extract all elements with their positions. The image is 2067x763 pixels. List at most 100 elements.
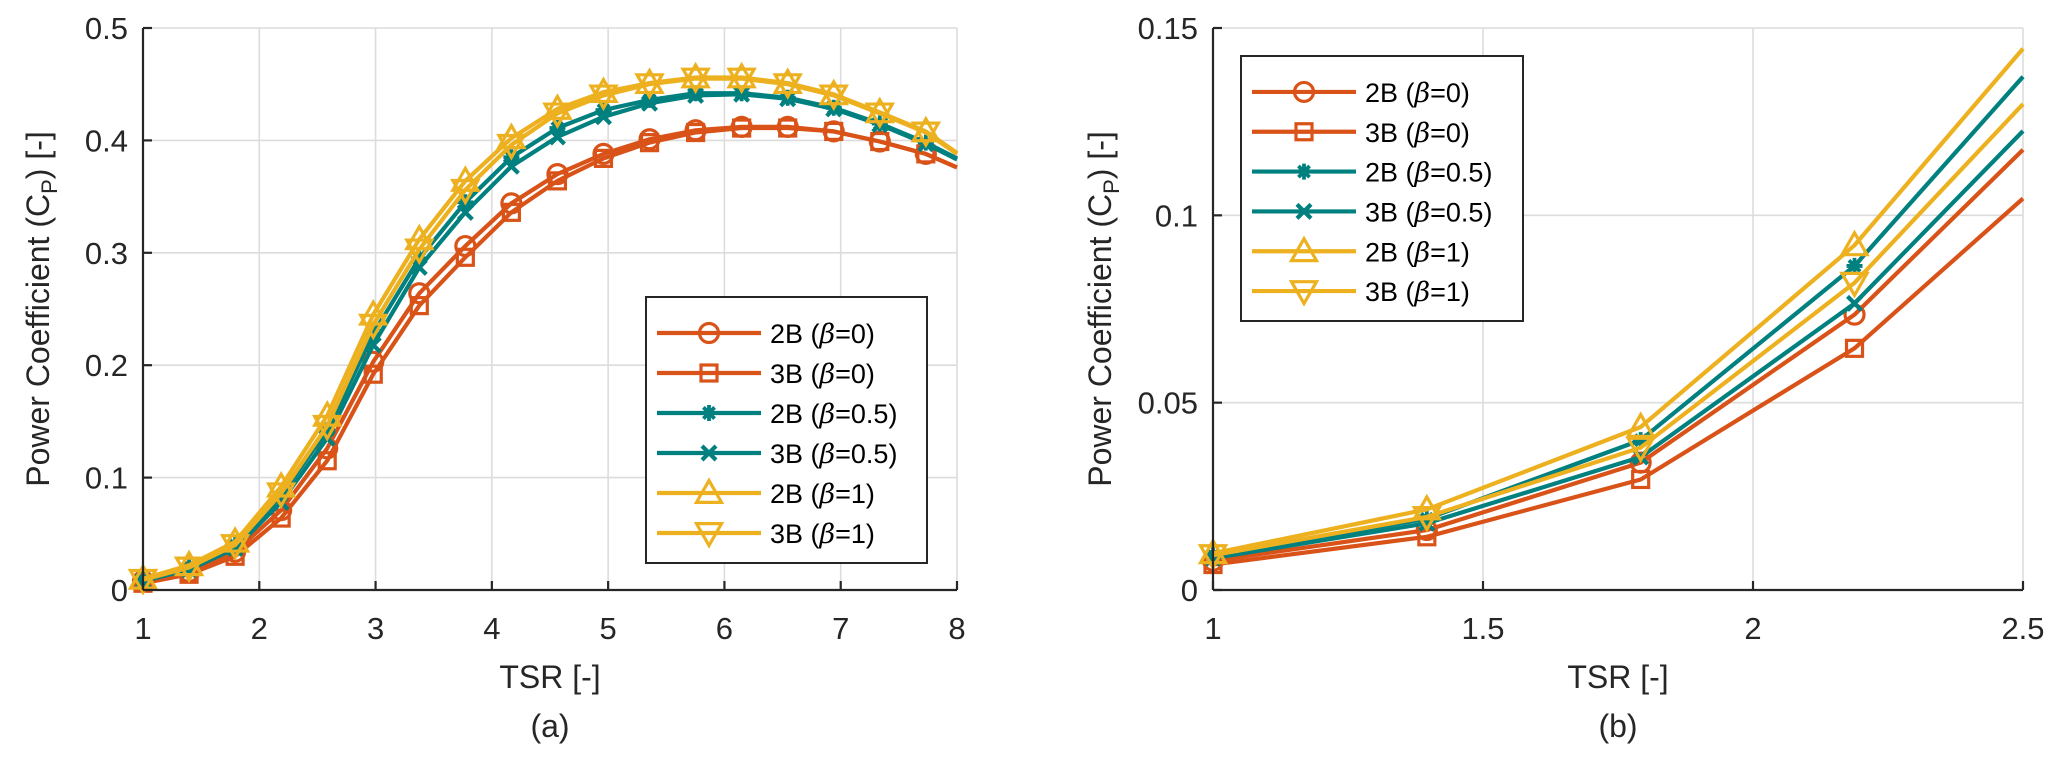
x-tick-label: 4	[483, 611, 500, 646]
legend-label: 2B (β=0.5)	[1365, 158, 1492, 189]
legend-label-symbol: β	[1414, 158, 1431, 189]
legend-marker-asterisk-icon	[701, 405, 717, 421]
data-point	[542, 102, 573, 130]
legend-label-suffix: =0.5)	[835, 439, 897, 469]
series-line	[1212, 47, 2025, 556]
legend-label-symbol: β	[819, 479, 836, 510]
data-point	[319, 422, 336, 439]
y-tick-label: 0.4	[85, 123, 128, 158]
legend-item: 2B (β=0)	[657, 319, 875, 350]
data-point	[1846, 294, 1864, 312]
series-line	[142, 76, 959, 582]
legend-item: 2B (β=0.5)	[657, 399, 897, 430]
x-tick-label: 6	[716, 611, 733, 646]
legend-label: 2B (β=0)	[770, 319, 875, 350]
y-tick-label: 0	[1181, 573, 1198, 608]
data-point	[311, 414, 343, 442]
legend-label: 2B (β=0.5)	[770, 399, 897, 430]
data-point	[271, 508, 291, 528]
legend-label-prefix: 3B (	[770, 519, 820, 549]
x-tick-label: 1	[1204, 611, 1221, 646]
legend-marker-triangle-up-icon	[693, 477, 725, 504]
legend-label: 2B (β=1)	[770, 479, 875, 510]
legend-label-prefix: 3B (	[770, 359, 820, 389]
legend-marker-square-icon	[1294, 122, 1314, 142]
y-tick-label: 0.15	[1138, 11, 1198, 46]
legend-item: 2B (β=0.5)	[1252, 158, 1492, 189]
data-point	[824, 121, 844, 142]
data-point	[726, 61, 757, 89]
x-tick-label: 5	[600, 611, 617, 646]
legend-marker-circle-icon	[1292, 80, 1316, 104]
data-point	[404, 238, 435, 266]
legend-marker-triangle-up-icon	[1288, 235, 1320, 263]
data-point	[455, 247, 475, 267]
legend-label-prefix: 2B (	[770, 319, 820, 349]
y-tick-label: 0	[111, 573, 128, 608]
legend-label-prefix: 2B (	[770, 479, 820, 509]
y-tick-label: 0.5	[85, 11, 128, 46]
x-tick-label: 7	[832, 611, 849, 646]
data-point	[456, 203, 474, 221]
data-point	[818, 84, 849, 112]
data-point	[265, 482, 297, 510]
data-point	[726, 67, 757, 95]
chart-panel-b: 1 1.5 2 2.5 0 0.05 0.1 0.15 TSR [-] (b) Power Coef…	[1082, 11, 2045, 744]
legend-label-suffix: =1)	[835, 479, 875, 509]
legend-item: 3B (β=1)	[657, 519, 875, 550]
data-point	[733, 85, 751, 103]
legend: 2B (β=0)3B (β=0)2B (β=0.5)3B (β=0.5)2B (…	[1240, 55, 1524, 322]
y-axis-label-unit: ) [-]	[20, 131, 56, 179]
legend-label-prefix: 2B (	[1365, 78, 1415, 108]
data-point	[1846, 257, 1863, 274]
data-point	[1631, 469, 1651, 490]
series-line	[1212, 102, 2025, 558]
legend-label-symbol: β	[819, 519, 836, 550]
data-point	[502, 157, 520, 175]
legend-item: 2B (β=0)	[1252, 78, 1470, 109]
data-point	[680, 61, 711, 89]
y-axis-label: Power Coefficient (CP) [-]	[20, 131, 62, 487]
legend-box	[645, 296, 928, 564]
legend-marker-triangle-down-icon	[693, 522, 725, 549]
data-point	[501, 202, 521, 222]
legend-marker-asterisk-icon	[1296, 163, 1312, 180]
legend-label-symbol: β	[819, 319, 836, 350]
legend-label: 3B (β=1)	[770, 519, 875, 550]
x-tick-label: 3	[367, 611, 384, 646]
legend-label-symbol: β	[1414, 118, 1431, 149]
data-point	[496, 133, 527, 161]
x-tick-label: 2	[251, 611, 268, 646]
legend-item: 2B (β=1)	[1252, 235, 1470, 268]
data-point	[409, 296, 429, 316]
x-tick-label: 8	[948, 611, 965, 646]
data-point	[685, 122, 706, 143]
series-square	[1203, 196, 2025, 575]
legend-label-suffix: =1)	[1430, 277, 1470, 307]
legend-label-symbol: β	[819, 359, 836, 390]
legend-label-suffix: =1)	[1430, 237, 1470, 267]
data-point	[357, 313, 389, 341]
data-point	[593, 148, 614, 168]
y-tick-label: 0.1	[1155, 198, 1198, 233]
legend-label-symbol: β	[1414, 237, 1431, 268]
series-line	[1212, 196, 2025, 567]
y-axis-label-main: Power Coefficient (C	[20, 194, 56, 487]
x-axis-label: TSR [-]	[499, 659, 600, 695]
y-tick-label: 0.1	[85, 461, 128, 496]
legend-label-symbol: β	[1414, 277, 1431, 308]
y-tick-label: 0.3	[85, 236, 128, 271]
data-point	[364, 336, 382, 354]
legend-label-prefix: 2B (	[770, 399, 820, 429]
data-point	[1625, 411, 1656, 438]
y-axis-label-unit: ) [-]	[1082, 131, 1118, 179]
data-point	[1839, 271, 1870, 299]
legend-label-suffix: =0.5)	[835, 399, 897, 429]
data-point	[173, 556, 205, 584]
x-tick-label: 1.5	[1461, 611, 1504, 646]
legend-marker-x-icon	[700, 444, 718, 462]
x-tick-label: 2	[1744, 611, 1761, 646]
legend-label-symbol: β	[819, 439, 836, 470]
x-tick-label: 1	[134, 611, 151, 646]
legend-label-symbol: β	[819, 399, 836, 430]
